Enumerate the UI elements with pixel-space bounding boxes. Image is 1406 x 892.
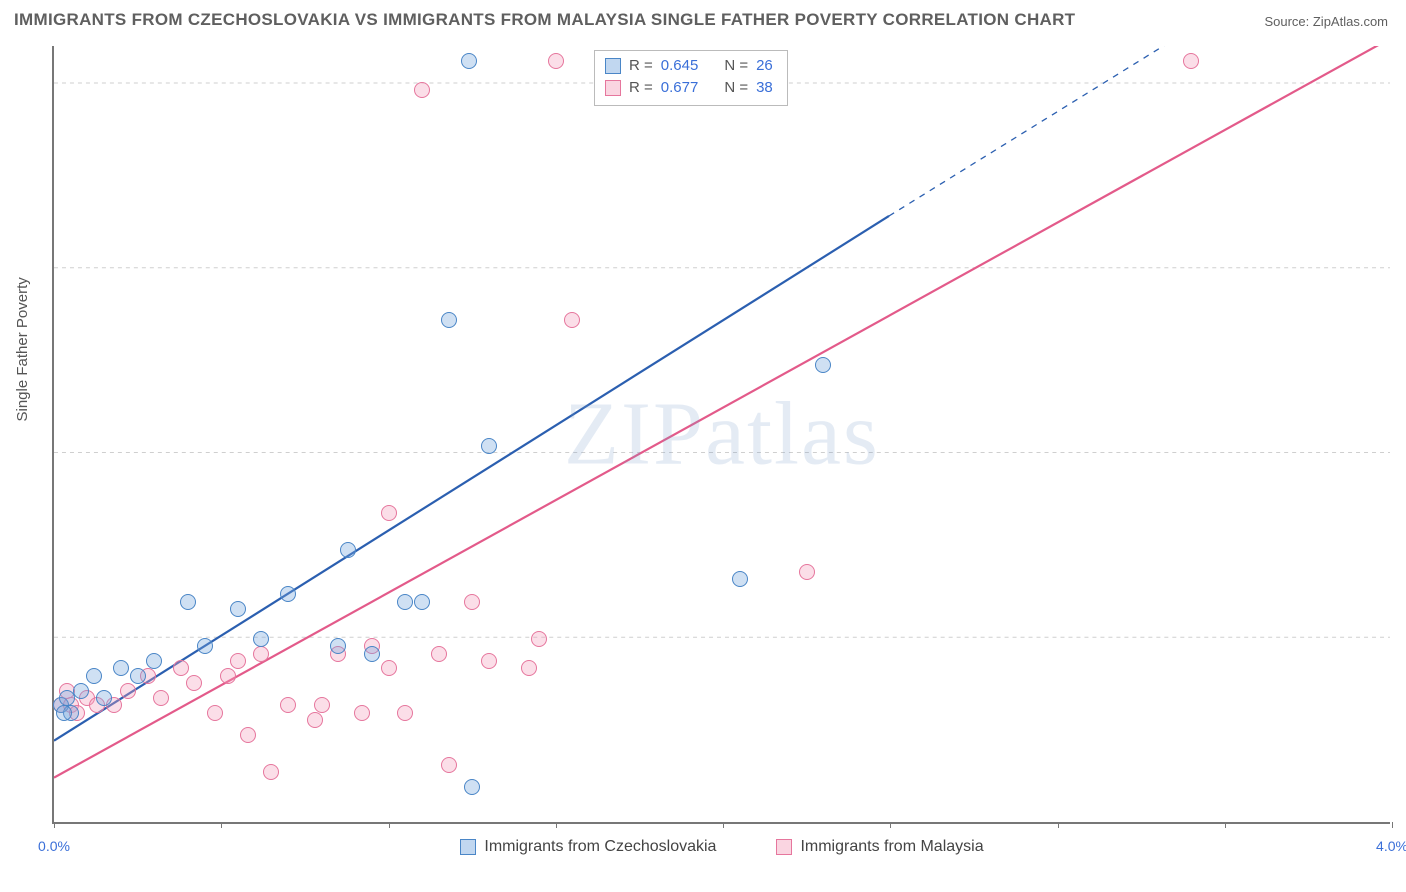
data-point [146, 653, 162, 669]
data-point [280, 697, 296, 713]
x-tick-label: 4.0% [1376, 838, 1406, 854]
data-point [397, 594, 413, 610]
n-label: N = [724, 55, 748, 77]
data-point [186, 675, 202, 691]
data-point [340, 542, 356, 558]
legend-series-label: Immigrants from Malaysia [800, 838, 983, 856]
data-point [280, 586, 296, 602]
data-point [96, 690, 112, 706]
legend-series-item: Immigrants from Czechoslovakia [460, 838, 716, 856]
data-point [253, 646, 269, 662]
chart-svg [54, 46, 1390, 822]
data-point [531, 631, 547, 647]
data-point [253, 631, 269, 647]
legend-correlation-row: R = 0.677 N = 38 [605, 77, 773, 99]
legend-swatch-icon [605, 80, 621, 96]
data-point [330, 638, 346, 654]
data-point [120, 683, 136, 699]
data-point [230, 653, 246, 669]
data-point [86, 668, 102, 684]
n-value: 26 [756, 55, 773, 77]
legend-swatch-icon [460, 839, 476, 855]
x-tick-mark [54, 822, 55, 828]
legend-swatch-icon [776, 839, 792, 855]
legend-correlation: R = 0.645 N = 26 R = 0.677 N = 38 [594, 50, 788, 106]
data-point [464, 594, 480, 610]
data-point [314, 697, 330, 713]
r-value: 0.645 [661, 55, 699, 77]
data-point [56, 705, 72, 721]
data-point [1183, 53, 1199, 69]
x-tick-mark [389, 822, 390, 828]
r-label: R = [629, 77, 653, 99]
data-point [564, 312, 580, 328]
data-point [130, 668, 146, 684]
legend-correlation-row: R = 0.645 N = 26 [605, 55, 773, 77]
data-point [481, 653, 497, 669]
data-point [364, 646, 380, 662]
x-tick-mark [556, 822, 557, 828]
data-point [197, 638, 213, 654]
data-point [431, 646, 447, 662]
x-tick-mark [723, 822, 724, 828]
data-point [230, 601, 246, 617]
x-tick-mark [1392, 822, 1393, 828]
data-point [113, 660, 129, 676]
data-point [414, 594, 430, 610]
x-tick-mark [1225, 822, 1226, 828]
data-point [441, 757, 457, 773]
x-tick-label: 0.0% [38, 838, 70, 854]
legend-series-item: Immigrants from Malaysia [776, 838, 983, 856]
data-point [521, 660, 537, 676]
x-tick-mark [890, 822, 891, 828]
data-point [173, 660, 189, 676]
legend-swatch-icon [605, 58, 621, 74]
data-point [732, 571, 748, 587]
data-point [153, 690, 169, 706]
r-value: 0.677 [661, 77, 699, 99]
data-point [481, 438, 497, 454]
plot-area: ZIPatlas R =0.645N =26R =0.677N =38 Immi… [52, 46, 1390, 824]
data-point [461, 53, 477, 69]
data-point [441, 312, 457, 328]
data-point [73, 683, 89, 699]
data-point [180, 594, 196, 610]
data-point [207, 705, 223, 721]
data-point [381, 505, 397, 521]
data-point [240, 727, 256, 743]
data-point [397, 705, 413, 721]
data-point [414, 82, 430, 98]
x-tick-mark [1058, 822, 1059, 828]
data-point [548, 53, 564, 69]
data-point [815, 357, 831, 373]
data-point [381, 660, 397, 676]
legend-series-label: Immigrants from Czechoslovakia [484, 838, 716, 856]
x-tick-mark [221, 822, 222, 828]
data-point [799, 564, 815, 580]
y-axis-label: Single Father Poverty [14, 277, 31, 421]
n-value: 38 [756, 77, 773, 99]
source-label: Source: ZipAtlas.com [1264, 14, 1388, 29]
data-point [263, 764, 279, 780]
data-point [464, 779, 480, 795]
r-label: R = [629, 55, 653, 77]
data-point [220, 668, 236, 684]
data-point [307, 712, 323, 728]
n-label: N = [724, 77, 748, 99]
chart-title: IMMIGRANTS FROM CZECHOSLOVAKIA VS IMMIGR… [14, 10, 1075, 30]
legend-series: Immigrants from Czechoslovakia Immigrants… [54, 838, 1390, 856]
data-point [354, 705, 370, 721]
